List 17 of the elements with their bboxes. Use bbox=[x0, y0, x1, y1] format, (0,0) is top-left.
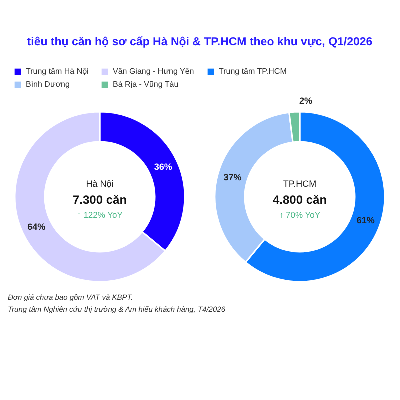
legend-label: Trung tâm TP.HCM bbox=[219, 67, 288, 76]
data-label: 61% bbox=[356, 216, 375, 226]
legend-label: Bà Rịa - Vũng Tàu bbox=[113, 80, 179, 89]
legend-label: Bình Dương bbox=[26, 80, 70, 89]
text: tiêu thụ căn hộ sơ cấp Hà Nội & TP.HCM theo khu vực, Q1/2026 bbox=[27, 36, 373, 48]
text: 4.800 căn bbox=[272, 193, 328, 207]
data-label: 37% bbox=[224, 172, 242, 182]
text: TP.HCM bbox=[283, 179, 317, 189]
legend-label: Văn Giang - Hưng Yên bbox=[113, 67, 194, 76]
legend-label: Trung tâm Hà Nội bbox=[26, 67, 90, 76]
text: ↑ 70% YoY bbox=[279, 210, 321, 220]
data-label: 36% bbox=[154, 162, 172, 172]
text: 7.300 căn bbox=[72, 193, 128, 207]
text: Hà Nội bbox=[86, 179, 114, 189]
data-label: 64% bbox=[28, 222, 46, 232]
text: ↑ 122% YoY bbox=[77, 210, 124, 220]
data-label: 2% bbox=[300, 96, 313, 106]
